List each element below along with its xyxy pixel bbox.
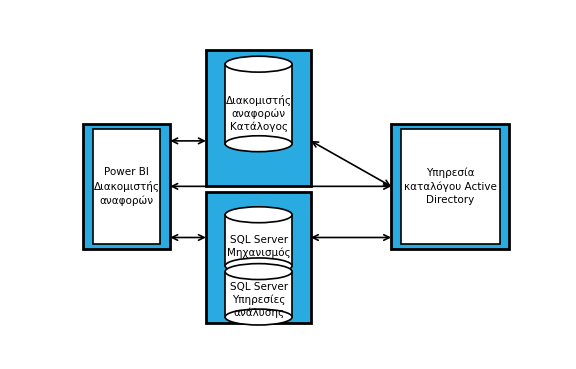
Text: SQL Server
Μηχανισμός: SQL Server Μηχανισμός [227,235,290,258]
Bar [225,64,292,144]
Bar [391,124,509,249]
Bar [83,124,170,249]
Ellipse shape [225,258,292,274]
Ellipse shape [225,56,292,72]
Bar [225,272,292,317]
Bar [225,215,292,266]
Ellipse shape [225,207,292,223]
Ellipse shape [225,309,292,325]
Ellipse shape [225,136,292,152]
Text: Διακομιστής
αναφορών
Κατάλογος: Διακομιστής αναφορών Κατάλογος [226,95,291,132]
Bar [206,192,311,323]
Text: SQL Server
Υπηρεσίες
ανάλυσης: SQL Server Υπηρεσίες ανάλυσης [229,282,287,318]
Bar [206,50,311,186]
Bar [93,129,160,244]
Text: Υπηρεσία
καταλόγου Active
Directory: Υπηρεσία καταλόγου Active Directory [404,168,497,205]
Bar [401,129,499,244]
Ellipse shape [225,263,292,280]
Text: Power BI
Διακομιστής
αναφορών: Power BI Διακομιστής αναφορών [94,167,160,206]
